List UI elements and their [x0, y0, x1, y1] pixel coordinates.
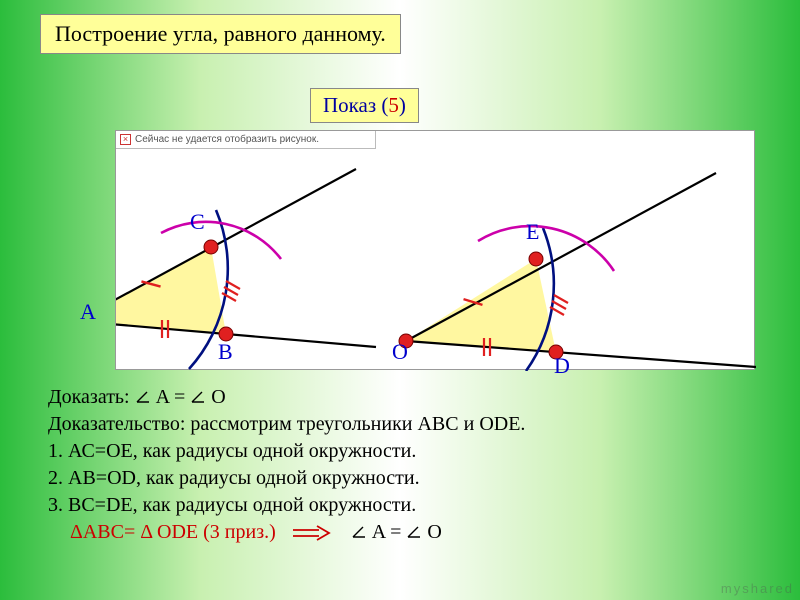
proof-item-1: 1. АС=ОЕ, как радиусы одной окружности.	[48, 438, 525, 465]
watermark: myshared	[721, 581, 794, 596]
subtitle-number: 5	[388, 93, 399, 117]
proof-line-intro: Доказательство: рассмотрим треугольники …	[48, 411, 525, 438]
angle-icon	[351, 525, 367, 539]
proof-item-2: 2. АВ=ОD, как радиусы одной окружности.	[48, 465, 525, 492]
angle-icon	[135, 390, 151, 404]
point-E	[529, 252, 543, 266]
title-text: Построение угла, равного данному.	[55, 21, 386, 46]
label-C: C	[190, 209, 205, 235]
proof-conclusion: ΔАВС= Δ ОDЕ (3 приз.) A = O	[48, 519, 525, 546]
subtitle-prefix: Показ (	[323, 93, 388, 117]
ray-OE	[406, 173, 716, 341]
prove-A: A =	[156, 386, 191, 408]
subtitle-suffix: )	[399, 93, 406, 117]
angle-icon	[190, 390, 206, 404]
concl-A: A =	[372, 521, 407, 543]
ray-OD	[406, 341, 756, 367]
figure-O	[399, 173, 756, 371]
concl-O: O	[427, 521, 441, 543]
diagram-canvas: × Сейчас не удается отобразить рисунок.	[115, 130, 755, 370]
prove-prefix: Доказать:	[48, 386, 135, 408]
prove-O: O	[211, 386, 225, 408]
label-A: A	[80, 299, 96, 325]
angle-icon	[406, 525, 422, 539]
proof-item-3: 3. ВС=DE, как радиусы одной окружности.	[48, 492, 525, 519]
geometry-svg	[116, 131, 756, 371]
label-O: O	[392, 339, 408, 365]
implies-icon	[291, 524, 331, 542]
label-E: E	[526, 219, 539, 245]
figure-A	[116, 169, 376, 369]
subtitle-box: Показ (5)	[310, 88, 419, 123]
point-C	[204, 240, 218, 254]
title-box: Построение угла, равного данному.	[40, 14, 401, 54]
label-D: D	[554, 353, 570, 379]
proof-block: Доказать: A = O Доказательство: рассмотр…	[48, 384, 525, 546]
proof-line-prove: Доказать: A = O	[48, 384, 525, 411]
concl-triangles: ΔАВС= Δ ОDЕ (3 приз.)	[70, 521, 276, 543]
label-B: B	[218, 339, 233, 365]
